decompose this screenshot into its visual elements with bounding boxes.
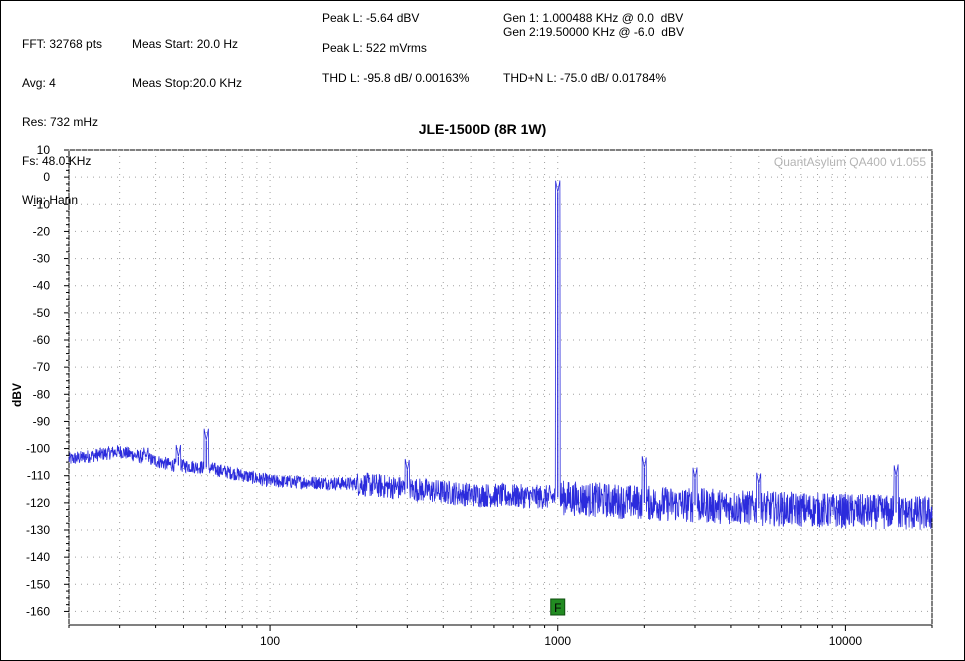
fft-info: FFT: 32768 pts Avg: 4 Res: 732 mHz Fs: 4… [22, 12, 102, 220]
y-tick-label: -20 [33, 224, 51, 238]
y-tick-label: -120 [26, 496, 50, 510]
x-tick-label: 10000 [829, 634, 863, 648]
watermark: QuantAsylum QA400 v1.055 [774, 155, 926, 169]
y-tick-label: -90 [33, 414, 51, 428]
resolution: Res: 732 mHz [22, 115, 99, 129]
fundamental-marker-label: F [554, 601, 561, 615]
fundamental-marker [550, 598, 566, 616]
chart-title: JLE-1500D (8R 1W) [418, 121, 547, 137]
measure-range: Meas Start: 20.0 Hz Meas Stop:20.0 KHz [132, 12, 242, 103]
sample-rate: Fs: 48.0 KHz [22, 154, 92, 168]
window-type: Win: Hann [22, 193, 79, 207]
plot-area [68, 149, 933, 626]
y-tick-label: -80 [33, 387, 51, 401]
y-tick-label: -100 [26, 442, 50, 456]
y-tick-label: -50 [33, 306, 51, 320]
y-tick-label: -30 [33, 252, 51, 266]
y-tick-label: -40 [33, 279, 51, 293]
y-tick-label: -70 [33, 360, 51, 374]
averages: Avg: 4 [22, 76, 56, 90]
meas-stop: Meas Stop:20.0 KHz [132, 76, 243, 90]
y-tick-label: 10 [37, 143, 51, 157]
spectrum-trace [68, 180, 933, 530]
y-tick-label: -150 [26, 577, 50, 591]
fft-points: FFT: 32768 pts [22, 37, 103, 51]
gen2: Gen 2:19.50000 KHz @ -6.0 dBV [503, 25, 684, 39]
y-tick-label: -160 [26, 604, 50, 618]
peak-mvrms: Peak L: 522 mVrms [322, 41, 427, 55]
y-tick-label: -10 [33, 197, 51, 211]
x-tick-label: 100 [260, 634, 280, 648]
meas-start: Meas Start: 20.0 Hz [132, 37, 239, 51]
peak-dbv: Peak L: -5.64 dBV [322, 11, 420, 25]
y-tick-label: -110 [27, 469, 50, 483]
gen1: Gen 1: 1.000488 KHz @ 0.0 dBV [503, 11, 684, 25]
thd-n: THD+N L: -75.0 dB/ 0.01784% [503, 71, 667, 85]
y-tick-label: -60 [33, 333, 51, 347]
x-tick-label: 1000 [544, 634, 571, 648]
y-tick-label: -140 [26, 550, 50, 564]
thd: THD L: -95.8 dB/ 0.00163% [322, 71, 470, 85]
y-tick-label: -130 [26, 523, 50, 537]
y-tick-label: 0 [43, 170, 50, 184]
